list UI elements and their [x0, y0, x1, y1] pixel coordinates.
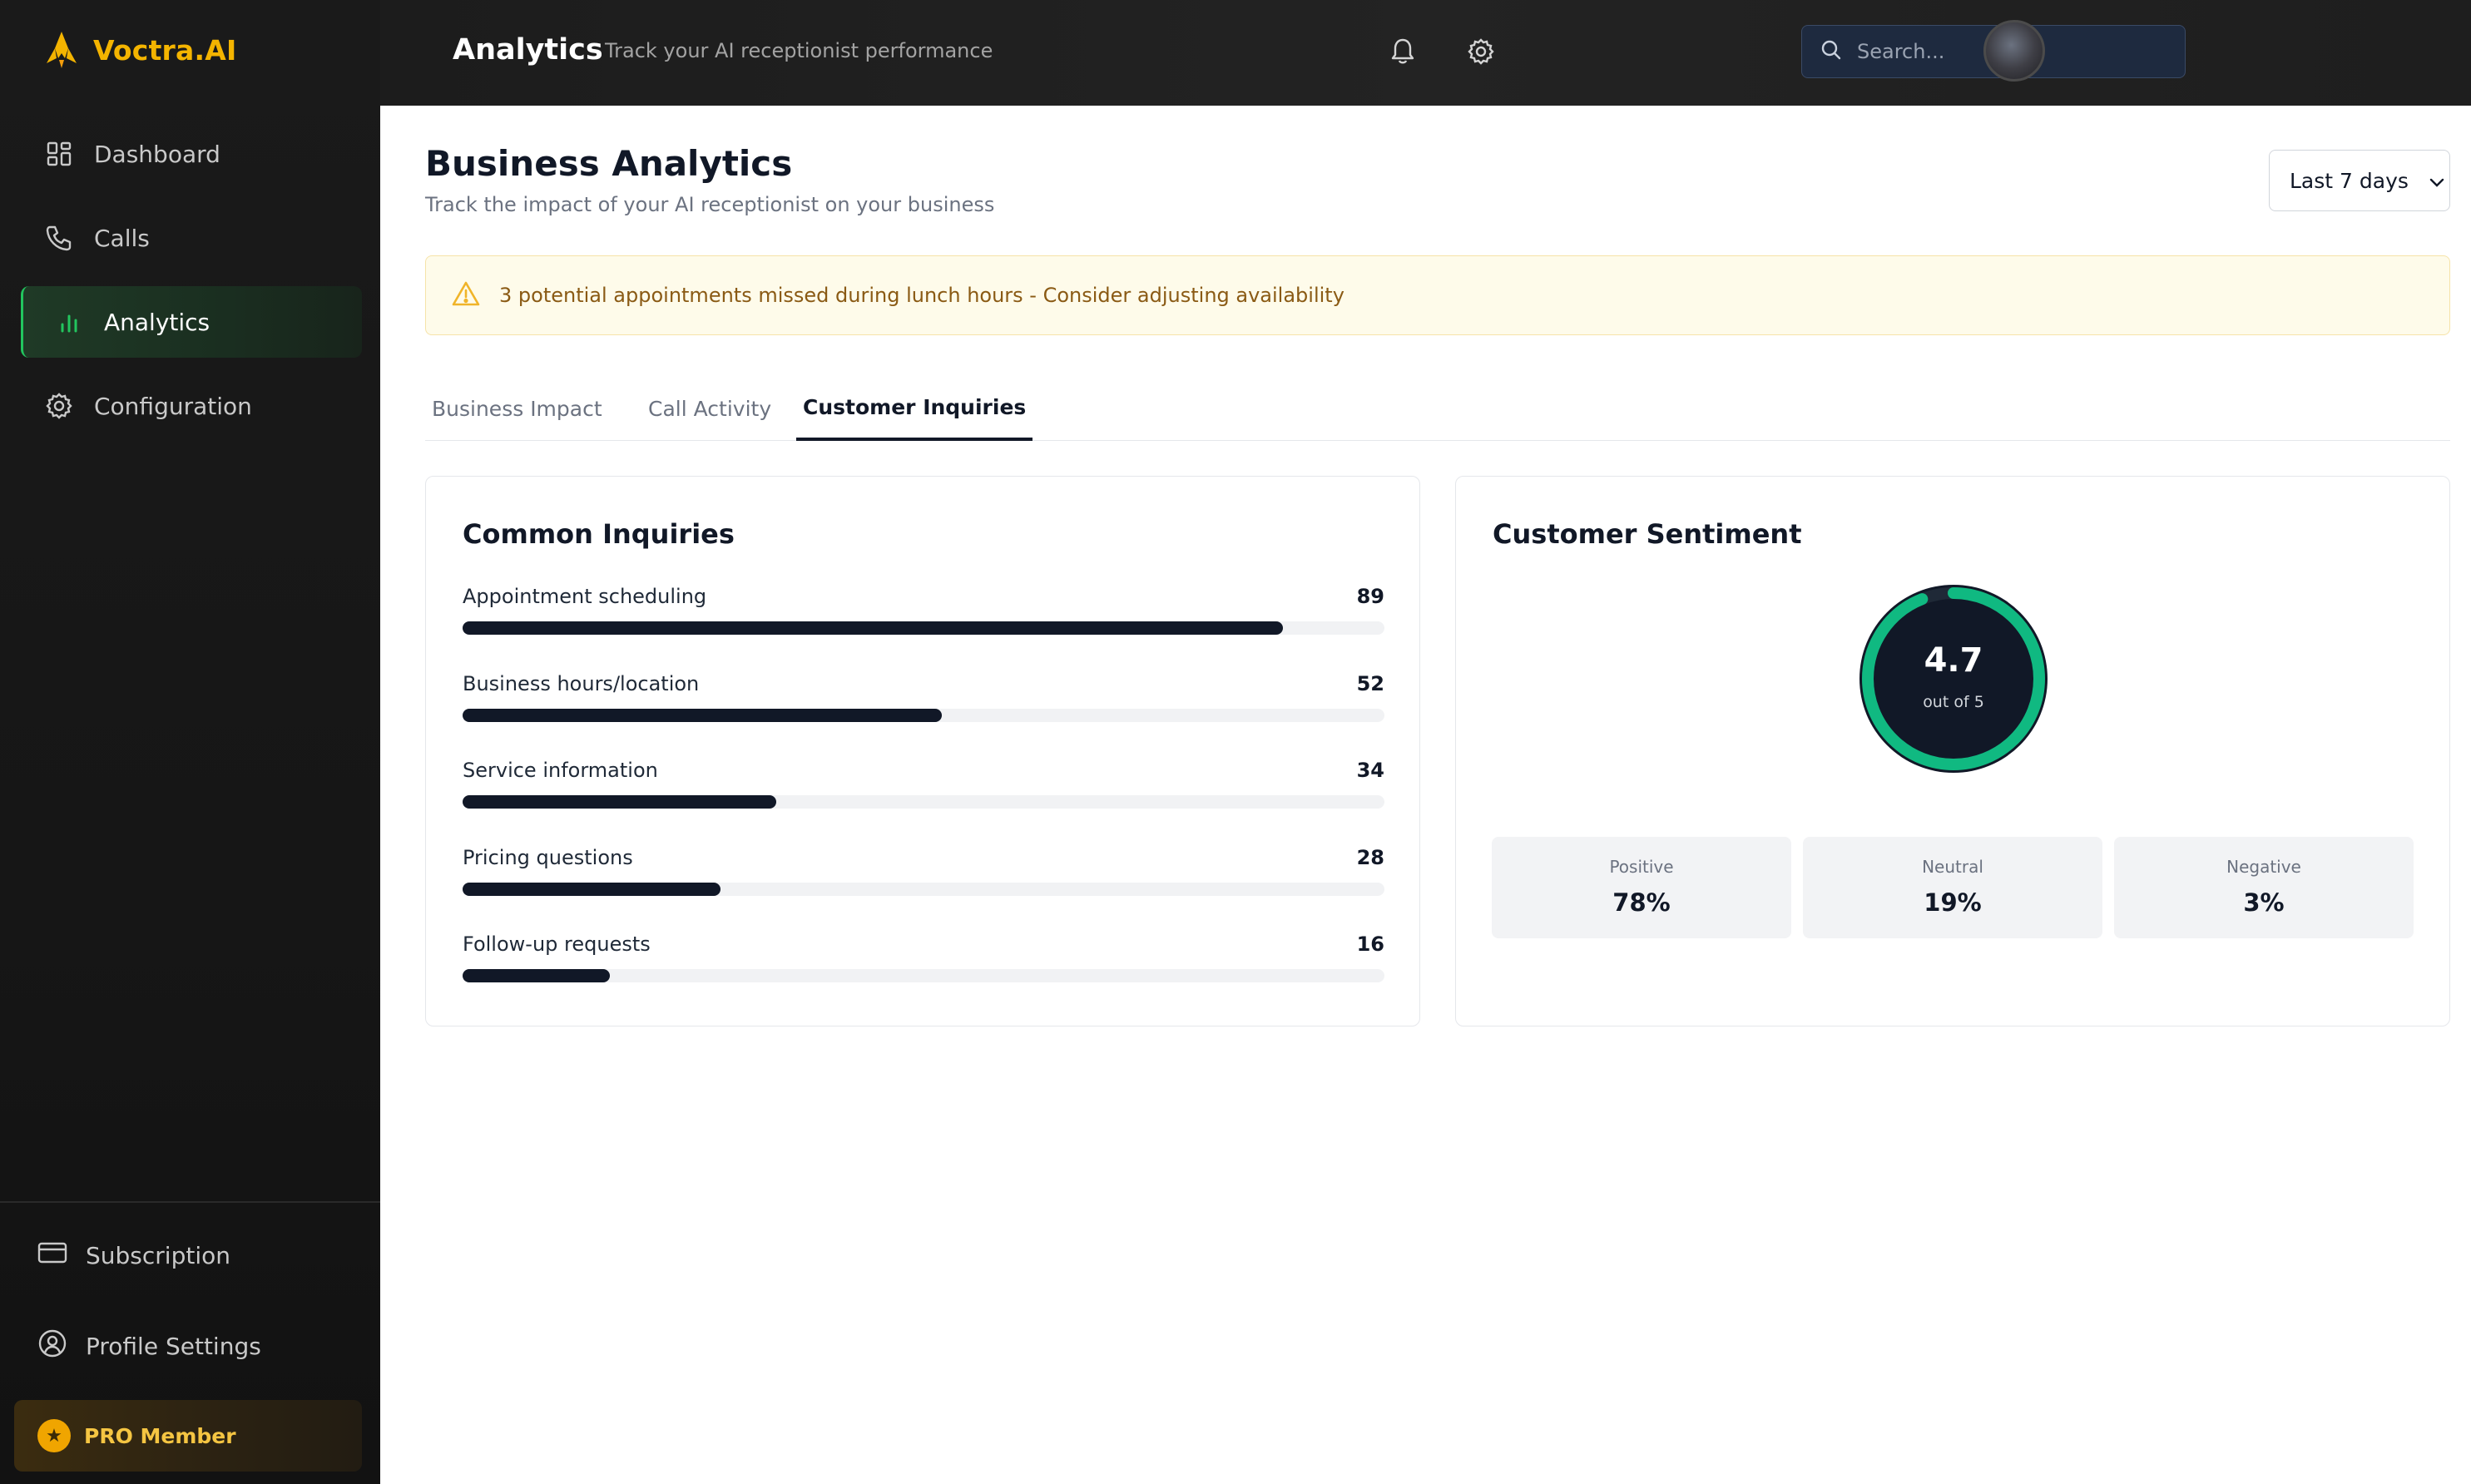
tab-label: Customer Inquiries [803, 394, 1027, 419]
tab-customer-inquiries[interactable]: Customer Inquiries [796, 376, 1033, 441]
chevron-down-icon [2429, 169, 2445, 193]
pro-member-label: PRO Member [84, 1423, 236, 1448]
card-title: Customer Sentiment [1493, 518, 1802, 550]
gauge-arc [1862, 587, 2045, 770]
stat-value: 19% [1924, 888, 1982, 917]
page-header-title: Analytics [453, 33, 603, 67]
progress-track [463, 795, 1384, 809]
top-bar: Analytics Track your AI receptionist per… [380, 0, 2471, 106]
inquiry-label: Pricing questions [463, 845, 633, 869]
tab-label: Call Activity [648, 396, 772, 421]
sidebar: Voctra.AI Dashboard Calls Analytics [0, 0, 380, 1484]
pro-member-badge[interactable]: ★ PRO Member [14, 1400, 362, 1472]
avatar[interactable] [1983, 20, 2045, 82]
inquiry-row: Pricing questions 28 [463, 846, 1384, 904]
progress-track [463, 969, 1384, 982]
inquiry-row: Business hours/location 52 [463, 672, 1384, 730]
tab-label: Business Impact [432, 396, 602, 421]
date-range-value: Last 7 days [2290, 168, 2409, 193]
inquiry-label: Service information [463, 759, 658, 782]
sidebar-item-label: Dashboard [94, 140, 220, 168]
progress-track [463, 621, 1384, 635]
rocket-flame-icon [47, 32, 77, 68]
stat-positive: Positive 78% [1492, 837, 1791, 938]
progress-track [463, 882, 1384, 896]
sidebar-item-profile-settings[interactable]: Profile Settings [21, 1317, 362, 1375]
sidebar-divider [0, 1201, 380, 1203]
stat-neutral: Neutral 19% [1803, 837, 2102, 938]
sidebar-item-configuration[interactable]: Configuration [21, 370, 362, 442]
inquiry-label: Business hours/location [463, 671, 700, 695]
progress-fill [463, 708, 943, 722]
stat-label: Negative [2226, 857, 2301, 877]
common-inquiries-card: Common Inquiries Appointment scheduling 8… [425, 476, 1420, 1026]
stat-negative: Negative 3% [2114, 837, 2414, 938]
tab-call-activity[interactable]: Call Activity [641, 376, 778, 441]
sentiment-gauge: 4.7 out of 5 [1859, 585, 2048, 773]
progress-fill [463, 795, 776, 809]
sentiment-score: 4.7 [1924, 641, 1983, 680]
page-header-subtitle: Track your AI receptionist performance [605, 39, 993, 62]
progress-fill [463, 621, 1284, 635]
sidebar-item-subscription[interactable]: Subscription [21, 1226, 362, 1284]
brand-name: Voctra.AI [93, 33, 237, 67]
progress-track [463, 708, 1384, 722]
sidebar-item-analytics[interactable]: Analytics [21, 286, 362, 358]
sentiment-score-sub: out of 5 [1923, 693, 1984, 711]
inquiry-count: 28 [1356, 845, 1384, 869]
sidebar-item-label: Subscription [86, 1241, 230, 1269]
alert-text: 3 potential appointments missed during l… [499, 284, 1344, 307]
inquiry-count: 34 [1356, 759, 1384, 782]
inquiry-count: 16 [1356, 932, 1384, 956]
bell-icon[interactable] [1384, 33, 1421, 70]
user-circle-icon [37, 1328, 67, 1364]
card-title: Common Inquiries [463, 518, 735, 550]
bar-chart-icon [54, 307, 84, 337]
credit-card-icon [37, 1240, 67, 1271]
sidebar-item-label: Analytics [104, 308, 210, 336]
sidebar-item-label: Profile Settings [86, 1332, 261, 1360]
tab-business-impact[interactable]: Business Impact [425, 376, 609, 441]
sidebar-item-label: Configuration [94, 392, 252, 420]
warning-triangle-icon [451, 280, 481, 310]
dashboard-grid-icon [44, 139, 74, 169]
stat-label: Positive [1609, 857, 1674, 877]
customer-sentiment-card: Customer Sentiment 4.7 out of 5 Positive… [1455, 476, 2450, 1026]
inquiry-label: Appointment scheduling [463, 585, 707, 608]
sidebar-item-calls[interactable]: Calls [21, 202, 362, 274]
brand[interactable]: Voctra.AI [43, 28, 236, 72]
inquiry-row: Service information 34 [463, 759, 1384, 817]
page-subtitle: Track the impact of your AI receptionist… [425, 193, 995, 216]
sidebar-item-label: Calls [94, 224, 150, 252]
sidebar-item-dashboard[interactable]: Dashboard [21, 118, 362, 190]
page-title: Business Analytics [425, 143, 793, 184]
inquiry-label: Follow-up requests [463, 932, 651, 956]
phone-icon [44, 223, 74, 253]
date-range-select[interactable]: Last 7 days [2269, 150, 2450, 211]
gear-icon [44, 391, 74, 421]
progress-fill [463, 969, 611, 982]
star-icon: ★ [37, 1419, 71, 1452]
stat-value: 3% [2243, 888, 2285, 917]
progress-fill [463, 882, 721, 896]
alert-banner: 3 potential appointments missed during l… [425, 255, 2450, 335]
inquiry-count: 89 [1356, 585, 1384, 608]
inquiry-row: Appointment scheduling 89 [463, 585, 1384, 643]
stat-value: 78% [1612, 888, 1671, 917]
search-icon [1820, 39, 1842, 64]
inquiry-count: 52 [1356, 671, 1384, 695]
inquiry-row: Follow-up requests 16 [463, 932, 1384, 991]
gauge-background [1859, 585, 2048, 773]
analytics-tabs: Business Impact Call Activity Customer I… [425, 376, 2450, 441]
stat-label: Neutral [1922, 857, 1983, 877]
settings-gear-icon[interactable] [1463, 33, 1499, 70]
